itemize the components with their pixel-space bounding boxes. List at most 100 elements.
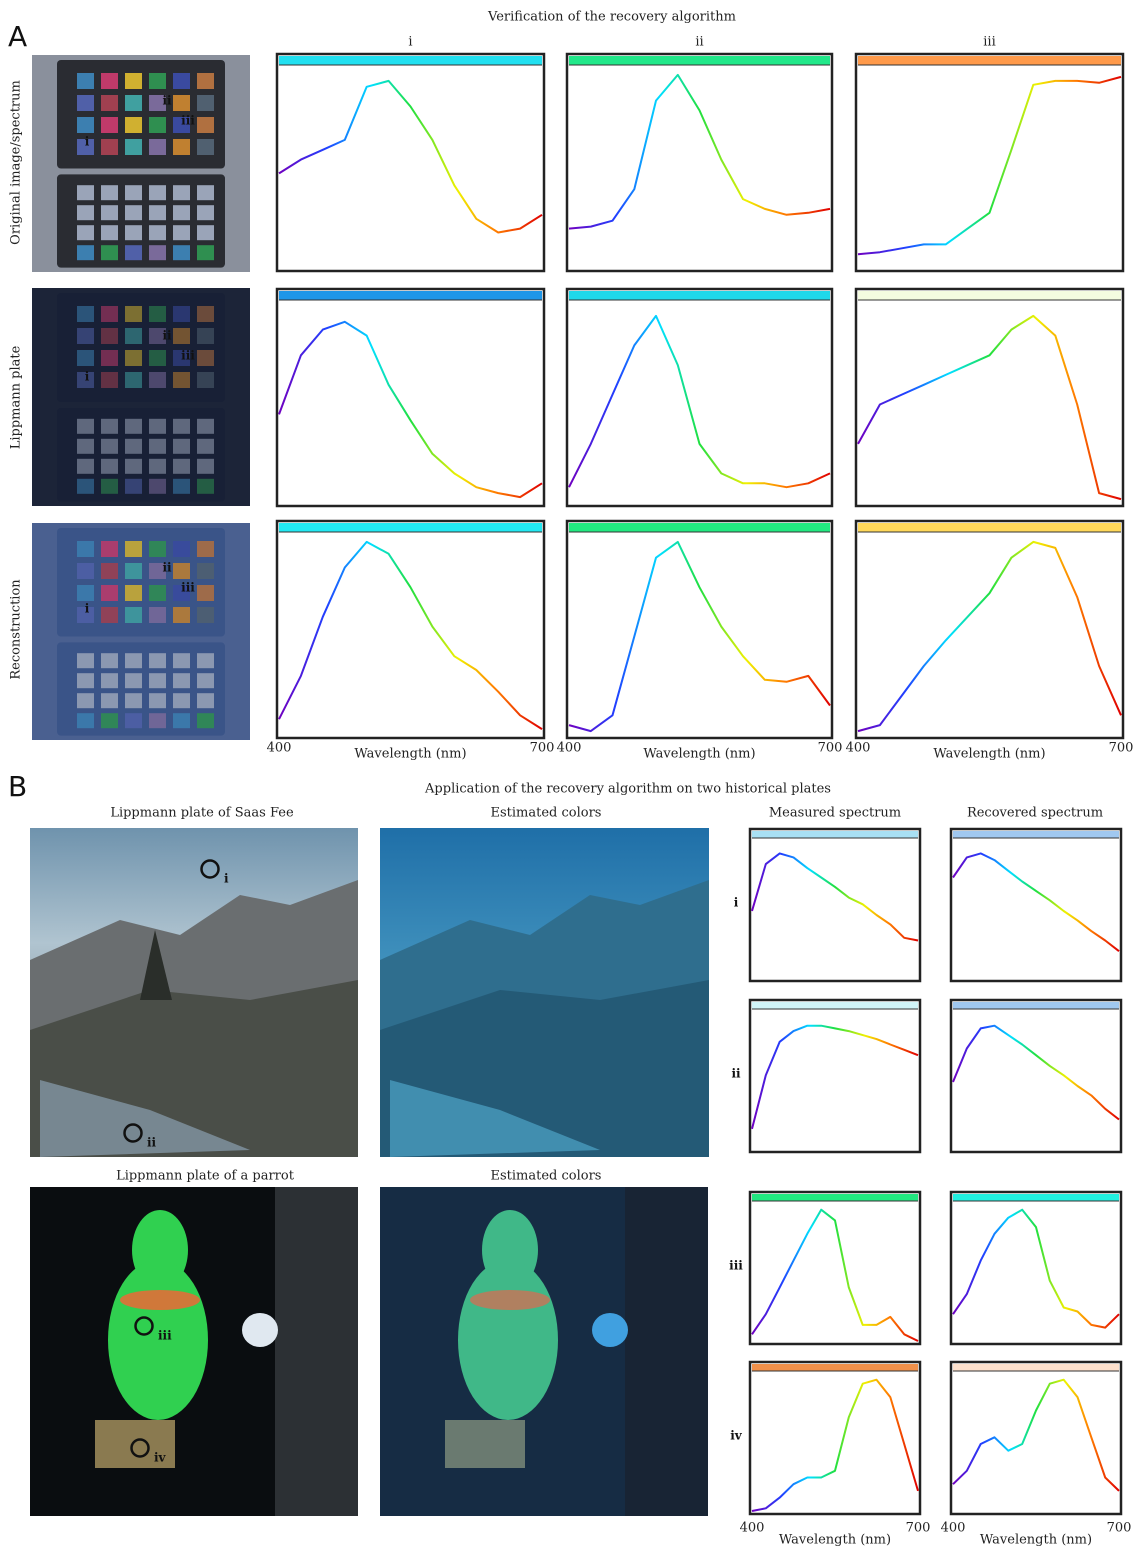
photo-detail <box>125 139 142 155</box>
panel-letter: A <box>8 20 27 53</box>
photo-detail <box>77 95 94 111</box>
photo-detail <box>197 328 214 344</box>
photo-detail <box>101 673 118 688</box>
photo-title: Estimated colors <box>491 806 602 821</box>
photo-marker: iii <box>181 349 195 363</box>
column-label: i <box>408 35 412 50</box>
panel-title: Verification of the recovery algorithm <box>487 10 736 25</box>
x-tick-label: 400 <box>941 1521 966 1536</box>
photo-detail <box>101 713 118 728</box>
photo-detail <box>242 1313 278 1347</box>
photo-title: Estimated colors <box>491 1169 602 1184</box>
column-label: iii <box>983 35 995 50</box>
photo-detail <box>197 205 214 220</box>
photo-detail <box>173 563 190 579</box>
photo-detail <box>101 350 118 366</box>
figure: A Verification of the recovery algorithm… <box>0 0 1137 1546</box>
photo-marker: iii <box>158 1329 172 1343</box>
photo-detail <box>77 328 94 344</box>
color-strip <box>858 523 1121 532</box>
x-axis-label: Wavelength (nm) <box>354 747 466 762</box>
photo-detail <box>149 350 166 366</box>
photo-detail <box>173 225 190 240</box>
photo-detail <box>149 693 166 708</box>
photo-detail <box>592 1313 628 1347</box>
plot-frame <box>750 1362 920 1514</box>
photo-detail <box>197 653 214 668</box>
photo-detail <box>197 563 214 579</box>
photo-detail <box>197 185 214 200</box>
photo-detail <box>101 306 118 322</box>
color-strip <box>953 1002 1119 1009</box>
photo-detail <box>197 372 214 388</box>
plot-frame <box>567 521 832 738</box>
plot-frame <box>750 829 920 981</box>
panel-title: Application of the recovery algorithm on… <box>424 782 831 797</box>
photo-detail <box>173 419 190 434</box>
x-tick-label: 700 <box>818 741 843 756</box>
photo-detail <box>77 245 94 260</box>
color-strip <box>569 523 830 532</box>
photo-detail <box>101 372 118 388</box>
photo-marker: iii <box>181 581 195 595</box>
photo-detail <box>197 541 214 557</box>
color-strip <box>752 1194 918 1201</box>
photo-detail <box>77 673 94 688</box>
photo-detail <box>149 73 166 89</box>
photo-detail <box>101 205 118 220</box>
color-strip <box>752 831 918 838</box>
plot-frame <box>951 829 1121 981</box>
photo-detail <box>77 205 94 220</box>
plot-frame <box>856 521 1123 738</box>
photo-detail <box>101 73 118 89</box>
photo-detail <box>125 185 142 200</box>
photo-detail <box>101 693 118 708</box>
photo-detail <box>125 306 142 322</box>
photo-detail <box>101 653 118 668</box>
color-strip <box>752 1002 918 1009</box>
photo-detail <box>149 245 166 260</box>
row-label: iv <box>730 1429 743 1443</box>
photo-detail <box>149 479 166 494</box>
photo-detail <box>173 673 190 688</box>
plot-frame <box>856 54 1123 271</box>
photo-marker: ii <box>162 561 172 575</box>
photo-detail <box>120 1290 200 1310</box>
photo-detail <box>101 439 118 454</box>
photo-detail <box>149 459 166 474</box>
photo-detail <box>77 541 94 557</box>
photo-detail <box>149 117 166 133</box>
photo-detail <box>125 479 142 494</box>
photo-marker: i <box>85 370 90 384</box>
photo-detail <box>77 713 94 728</box>
photo-detail <box>173 95 190 111</box>
photo-detail <box>173 653 190 668</box>
photo-detail <box>173 205 190 220</box>
photo-detail <box>149 419 166 434</box>
photo-detail <box>101 479 118 494</box>
photo-detail <box>197 117 214 133</box>
photo-detail <box>77 563 94 579</box>
photo-marker: ii <box>147 1136 157 1150</box>
column-title: Recovered spectrum <box>967 806 1103 821</box>
photo-detail <box>149 541 166 557</box>
photo-detail <box>125 225 142 240</box>
photo-marker: i <box>85 602 90 616</box>
photo-detail <box>125 459 142 474</box>
photo-detail <box>149 185 166 200</box>
photo-detail <box>101 117 118 133</box>
plot-frame <box>277 54 544 271</box>
photo-detail <box>149 607 166 623</box>
photo-detail <box>77 225 94 240</box>
photo-detail <box>101 563 118 579</box>
x-axis-label: Wavelength (nm) <box>980 1533 1092 1546</box>
photo-detail <box>197 225 214 240</box>
photo-detail <box>197 419 214 434</box>
photo-detail <box>125 563 142 579</box>
x-axis-label: Wavelength (nm) <box>933 747 1045 762</box>
photo-detail <box>125 693 142 708</box>
photo-detail <box>197 139 214 155</box>
photo-detail <box>101 185 118 200</box>
photo-detail <box>125 439 142 454</box>
plot-frame <box>951 1000 1121 1152</box>
